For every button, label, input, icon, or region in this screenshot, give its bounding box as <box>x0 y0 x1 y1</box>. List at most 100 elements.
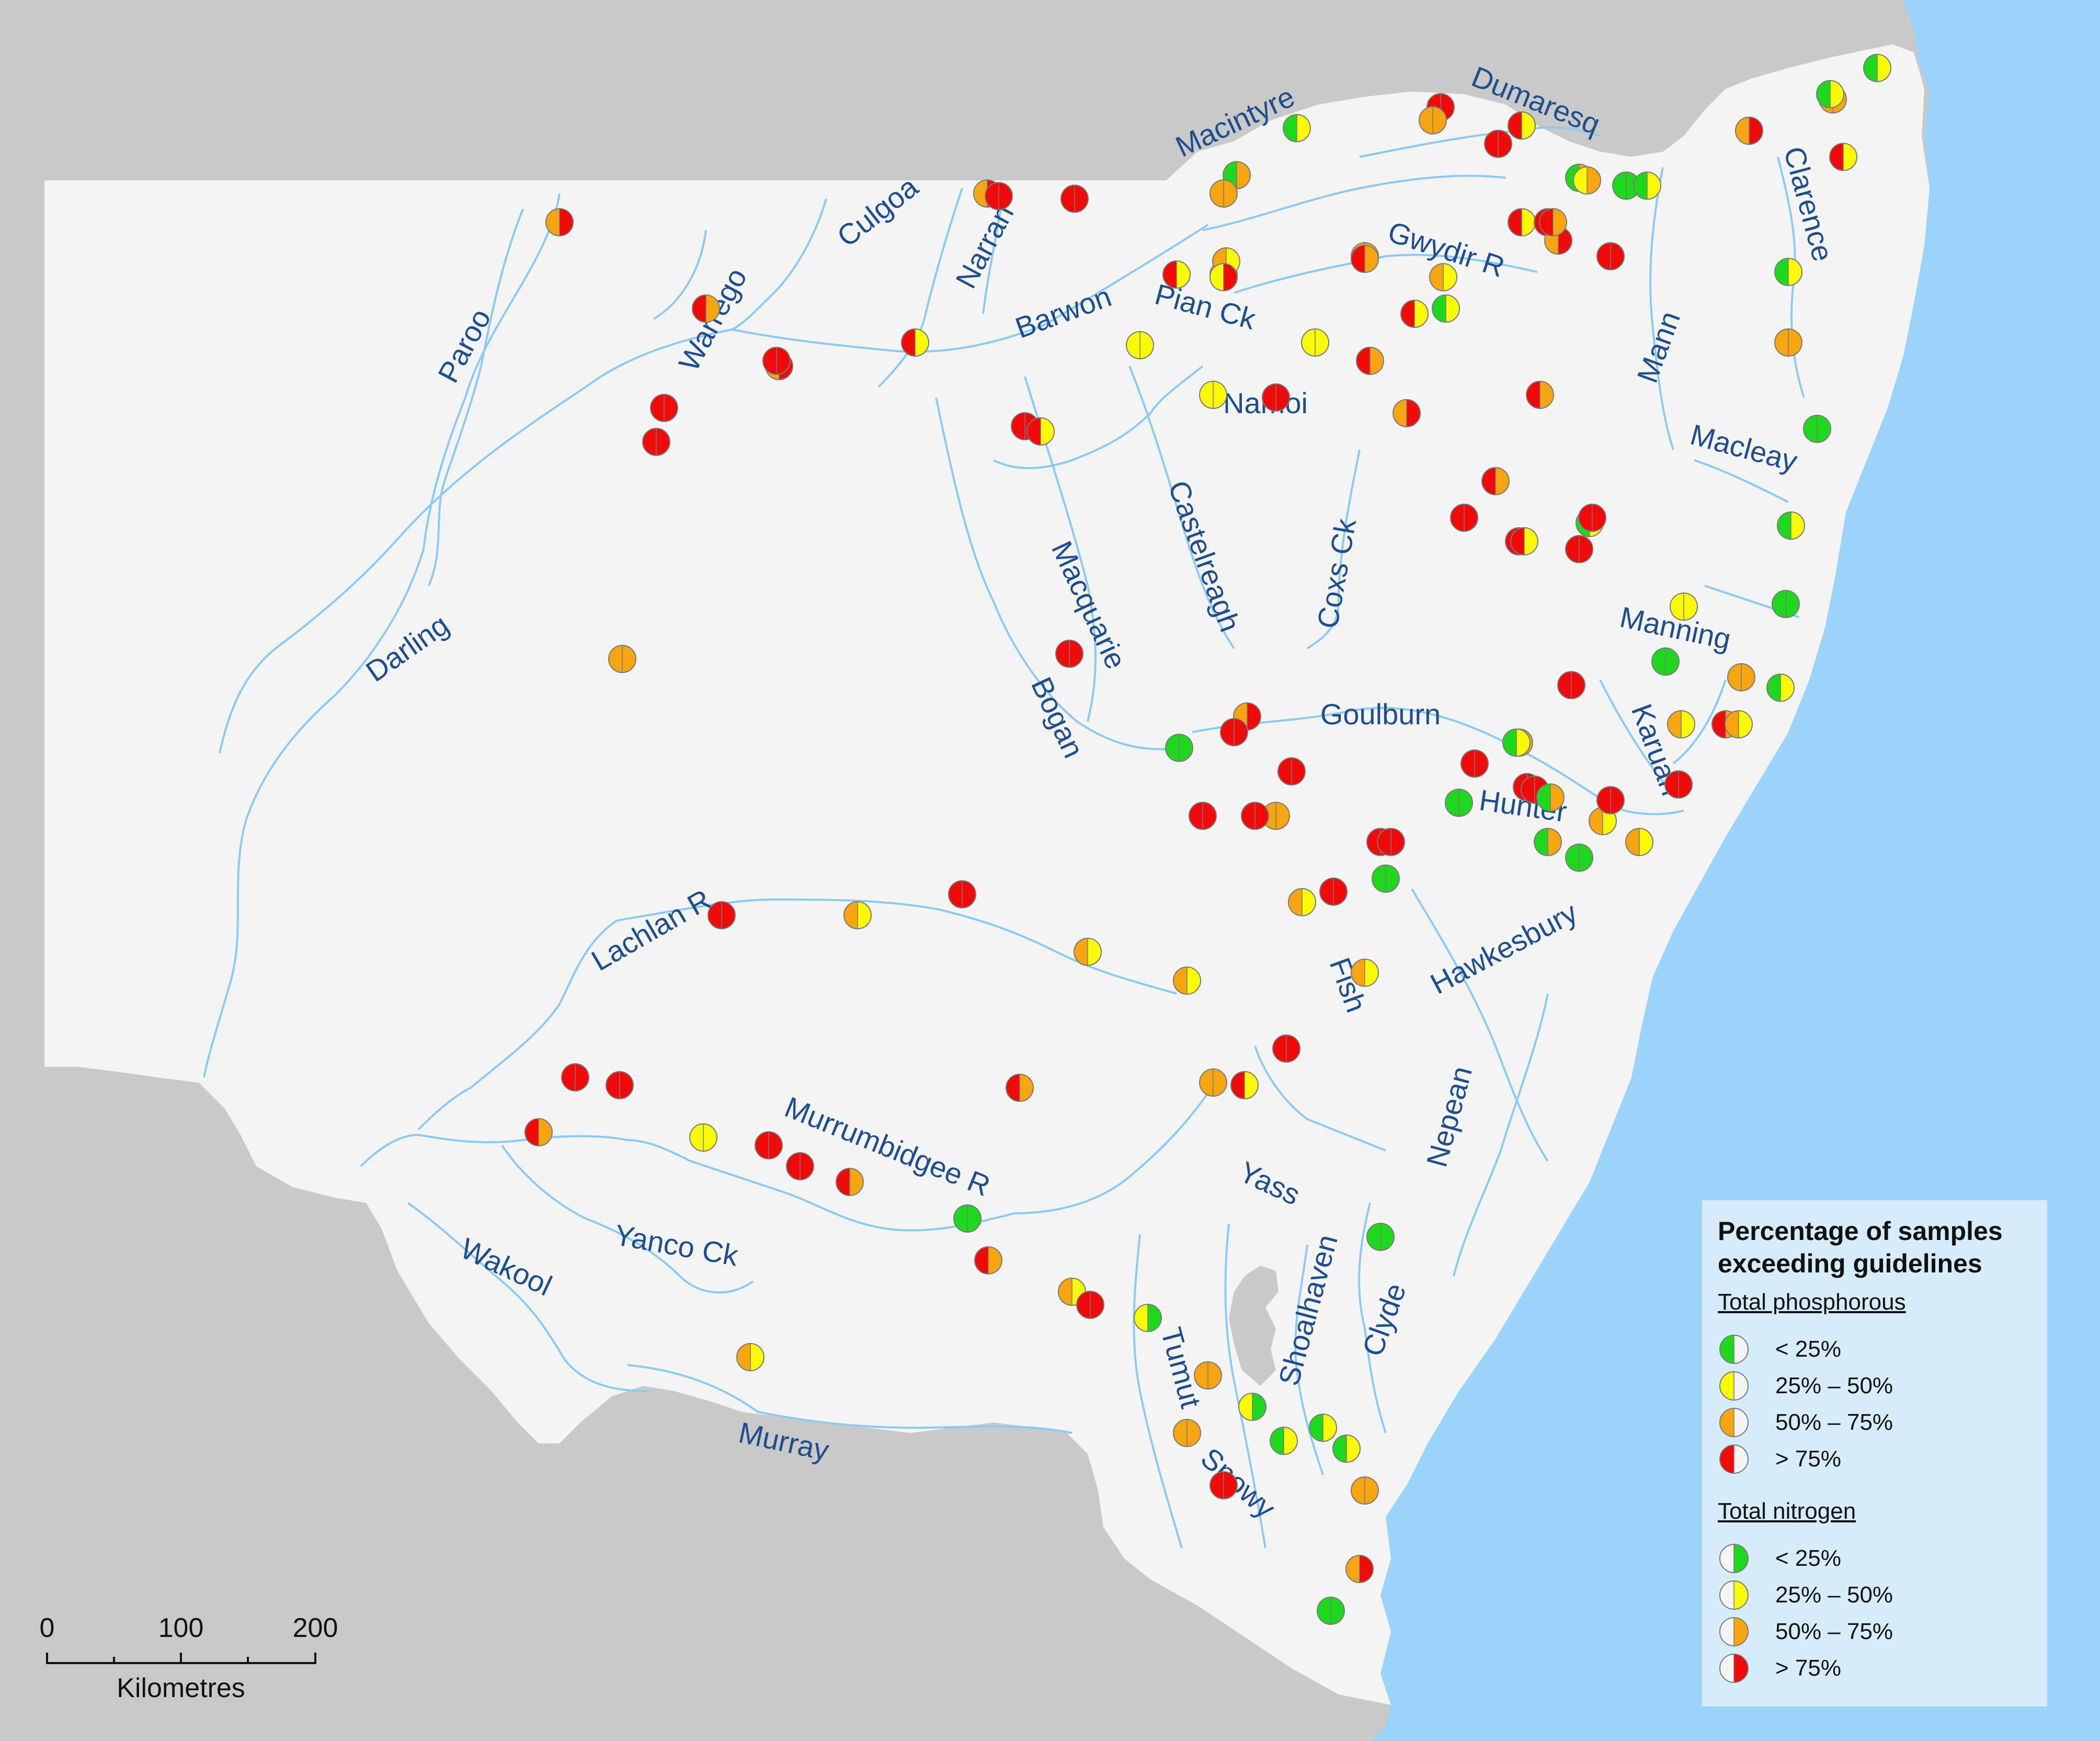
site-marker <box>1432 294 1460 323</box>
site-marker <box>1816 80 1844 108</box>
site-marker <box>1766 674 1795 702</box>
site-marker <box>1429 263 1457 291</box>
scale-tick-100: 100 <box>158 1613 204 1643</box>
site-marker <box>650 394 678 422</box>
site-marker <box>1536 783 1565 812</box>
site-marker <box>642 428 670 456</box>
river-line <box>203 193 561 1078</box>
site-marker <box>1301 328 1329 357</box>
river-line <box>219 328 733 754</box>
river-line <box>732 224 1209 353</box>
site-marker <box>1460 749 1489 778</box>
river-line <box>1453 993 1549 1277</box>
river-line <box>1133 1234 1183 1549</box>
site-marker <box>1774 328 1802 357</box>
scale-tick-200: 200 <box>293 1613 338 1643</box>
site-marker <box>545 208 574 236</box>
legend-swatch-icon <box>1719 1544 1749 1573</box>
river-line <box>993 365 1204 469</box>
river-line <box>1294 1244 1324 1475</box>
legend-class-label: > 75% <box>1775 1655 1841 1681</box>
river-line <box>653 230 707 320</box>
legend-row-n-1: 25% – 50% <box>1718 1577 2031 1613</box>
site-marker <box>1165 734 1193 762</box>
site-marker <box>1277 757 1306 786</box>
river-line <box>1234 254 1538 294</box>
site-marker <box>1220 718 1248 746</box>
site-marker <box>1199 381 1227 409</box>
legend-class-label: 50% – 75% <box>1775 1619 1893 1644</box>
site-marker <box>985 182 1013 210</box>
legend: Percentage of samples exceeding guidelin… <box>1702 1200 2047 1706</box>
site-marker <box>1510 527 1538 555</box>
site-marker <box>1238 1393 1266 1421</box>
river-line <box>1672 679 1727 765</box>
river-line <box>407 1202 649 1392</box>
scale-unit: Kilometres <box>117 1673 245 1703</box>
legend-swatch-icon <box>1719 1444 1749 1474</box>
river-label-goulburn: Goulburn <box>1320 698 1441 731</box>
site-marker <box>1189 802 1217 830</box>
site-marker <box>1625 828 1653 856</box>
site-marker <box>1450 504 1478 532</box>
site-marker <box>1319 878 1348 906</box>
site-marker <box>1262 383 1290 412</box>
site-marker <box>1162 260 1191 289</box>
legend-title-line-2: exceeding guidelines <box>1718 1249 1982 1278</box>
lake <box>1229 1266 1279 1386</box>
site-marker <box>1332 1435 1361 1463</box>
site-marker <box>1199 1068 1227 1097</box>
legend-row-n-2: 50% – 75% <box>1718 1613 2031 1650</box>
site-marker <box>1317 1597 1345 1625</box>
site-marker <box>843 901 872 929</box>
site-marker <box>1173 1419 1201 1447</box>
site-marker <box>1534 828 1562 856</box>
site-marker <box>1400 300 1429 328</box>
river-line <box>1128 366 1235 650</box>
river-line <box>627 1364 1072 1434</box>
site-marker <box>1366 1223 1395 1251</box>
river-line <box>1202 175 1506 231</box>
site-marker <box>1565 535 1593 563</box>
site-marker <box>1772 590 1800 618</box>
scale-bar: 0 100 200 Kilometres <box>40 1613 338 1703</box>
site-marker <box>524 1118 553 1146</box>
monitoring-sites <box>524 54 1891 1625</box>
site-marker <box>1539 208 1567 236</box>
river-line <box>417 919 618 1131</box>
site-marker <box>608 645 636 673</box>
site-marker <box>1356 347 1384 375</box>
site-marker <box>1502 729 1531 757</box>
legend-class-label: 50% – 75% <box>1775 1409 1893 1435</box>
river-line <box>1306 449 1361 650</box>
site-marker <box>1270 1427 1298 1455</box>
site-marker <box>1670 593 1698 621</box>
site-marker <box>1055 640 1083 668</box>
legend-nitrogen-rows: < 25% 25% – 50% 50% – 75% > 75% <box>1718 1540 2031 1687</box>
river-line <box>1224 1223 1266 1549</box>
nsw-landmass <box>44 44 1930 1705</box>
site-marker <box>1481 467 1510 495</box>
site-marker <box>606 1071 634 1099</box>
rivers <box>203 126 1805 1549</box>
site-marker <box>1829 143 1857 171</box>
site-marker <box>762 347 791 375</box>
site-marker <box>1060 185 1089 213</box>
site-marker <box>1526 381 1554 409</box>
legend-swatch-icon <box>1719 1408 1749 1437</box>
legend-swatch-icon <box>1719 1617 1749 1646</box>
river-line <box>935 397 1182 750</box>
site-marker <box>707 901 736 929</box>
site-marker <box>1006 1074 1034 1102</box>
legend-title-line-1: Percentage of samples <box>1718 1216 2003 1246</box>
site-marker <box>1667 710 1695 738</box>
legend-row-n-3: > 75% <box>1718 1650 2031 1687</box>
legend-class-label: > 75% <box>1775 1446 1841 1472</box>
site-marker <box>1283 114 1311 142</box>
legend-swatch-icon <box>1719 1654 1749 1683</box>
site-marker <box>1803 415 1831 443</box>
site-marker <box>1351 245 1379 273</box>
legend-swatch-icon <box>1719 1335 1749 1364</box>
legend-row-n-0: < 25% <box>1718 1540 2031 1577</box>
